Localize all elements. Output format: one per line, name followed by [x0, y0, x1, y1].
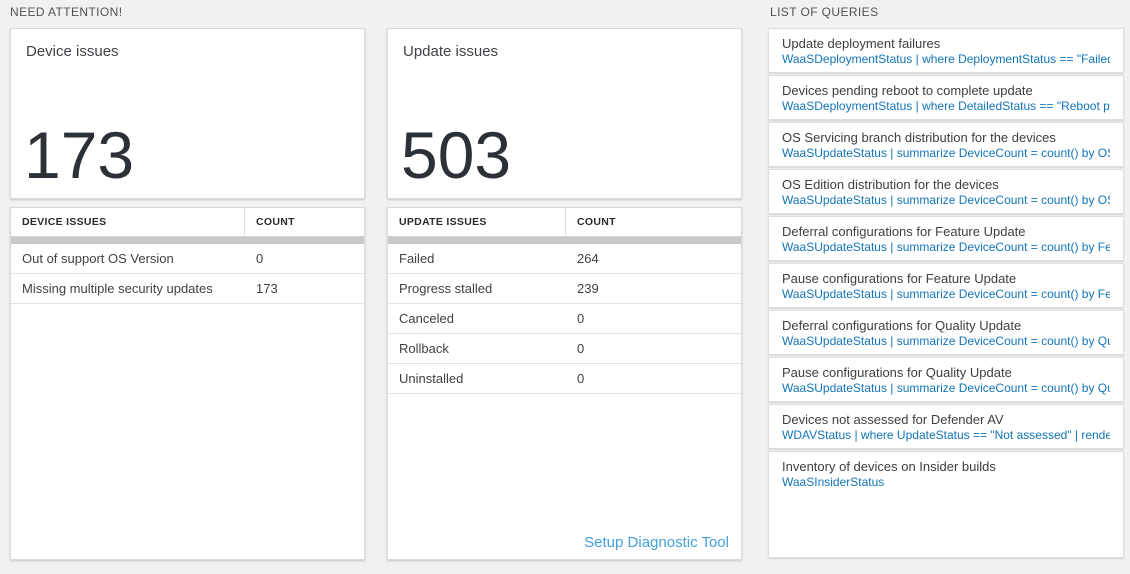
table-row-uninstalled[interactable]: Uninstalled 0 [388, 364, 741, 394]
query-text: WaaSInsiderStatus [782, 475, 885, 489]
query-title: Deferral configurations for Quality Upda… [782, 318, 1022, 333]
issue-count-cell: 264 [577, 251, 599, 266]
query-title: Inventory of devices on Insider builds [782, 459, 996, 474]
issue-label-cell: Rollback [399, 341, 449, 356]
device-issues-table-header: DEVICE ISSUES COUNT [11, 208, 364, 237]
table-row-failed[interactable]: Failed 264 [388, 244, 741, 274]
horizontal-scrollbar[interactable] [11, 237, 364, 244]
query-text: WaaSUpdateStatus | summarize DeviceCount… [782, 334, 1110, 348]
column-header-count: COUNT [256, 216, 295, 228]
query-text: WaaSUpdateStatus | summarize DeviceCount… [782, 240, 1110, 254]
query-item-pause-quality-update[interactable]: Pause configurations for Quality Update … [768, 357, 1124, 402]
update-issues-table-header: UPDATE ISSUES COUNT [388, 208, 741, 237]
query-item-deferral-feature-update[interactable]: Deferral configurations for Feature Upda… [768, 216, 1124, 261]
issue-label-cell: Uninstalled [399, 371, 464, 386]
device-issues-tile-title: Device issues [26, 43, 119, 60]
query-title: Update deployment failures [782, 36, 941, 51]
query-title: Pause configurations for Feature Update [782, 271, 1017, 286]
query-item-deferral-quality-update[interactable]: Deferral configurations for Quality Upda… [768, 310, 1124, 355]
table-row-missing-security-updates[interactable]: Missing multiple security updates 173 [11, 274, 364, 304]
column-header-update-issues: UPDATE ISSUES [388, 208, 566, 236]
query-item-update-deployment-failures[interactable]: Update deployment failures WaaSDeploymen… [768, 28, 1124, 73]
issue-label-cell: Progress stalled [399, 281, 493, 296]
query-item-devices-pending-reboot[interactable]: Devices pending reboot to complete updat… [768, 75, 1124, 120]
query-title: Devices not assessed for Defender AV [782, 412, 1004, 427]
device-issues-count: 173 [24, 118, 135, 192]
issue-count-cell: 0 [577, 341, 585, 356]
table-row-progress-stalled[interactable]: Progress stalled 239 [388, 274, 741, 304]
issue-label-cell: Missing multiple security updates [22, 281, 213, 296]
query-item-os-servicing-branch[interactable]: OS Servicing branch distribution for the… [768, 122, 1124, 167]
column-header-count: COUNT [577, 216, 616, 228]
update-issues-count: 503 [401, 118, 512, 192]
list-of-queries-panel: Update deployment failures WaaSDeploymen… [768, 28, 1124, 560]
query-text: WaaSUpdateStatus | summarize DeviceCount… [782, 193, 1110, 207]
table-row-canceled[interactable]: Canceled 0 [388, 304, 741, 334]
query-text: WaaSDeploymentStatus | where DetailedSta… [782, 99, 1110, 113]
list-of-queries-heading: LIST OF QUERIES [770, 5, 879, 19]
query-title: Deferral configurations for Feature Upda… [782, 224, 1026, 239]
query-item-os-edition-distribution[interactable]: OS Edition distribution for the devices … [768, 169, 1124, 214]
issue-count-cell: 173 [256, 281, 278, 296]
query-item-defender-av-not-assessed[interactable]: Devices not assessed for Defender AV WDA… [768, 404, 1124, 449]
query-text: WDAVStatus | where UpdateStatus == "Not … [782, 428, 1110, 442]
need-attention-heading: NEED ATTENTION! [10, 5, 123, 19]
query-title: OS Edition distribution for the devices [782, 177, 999, 192]
issue-count-cell: 0 [577, 371, 585, 386]
query-text: WaaSUpdateStatus | summarize DeviceCount… [782, 146, 1110, 160]
issue-label-cell: Out of support OS Version [22, 251, 174, 266]
query-title: Devices pending reboot to complete updat… [782, 83, 1033, 98]
device-issues-tile[interactable]: Device issues 173 [10, 28, 365, 199]
query-text: WaaSUpdateStatus | summarize DeviceCount… [782, 287, 1110, 301]
issue-count-cell: 0 [577, 311, 585, 326]
issue-label-cell: Canceled [399, 311, 454, 326]
setup-diagnostic-tool-link[interactable]: Setup Diagnostic Tool [584, 534, 729, 551]
query-item-insider-builds-inventory[interactable]: Inventory of devices on Insider builds W… [768, 451, 1124, 558]
query-text: WaaSDeploymentStatus | where DeploymentS… [782, 52, 1110, 66]
table-row-out-of-support[interactable]: Out of support OS Version 0 [11, 244, 364, 274]
issue-count-cell: 239 [577, 281, 599, 296]
column-header-device-issues: DEVICE ISSUES [11, 208, 245, 236]
update-issues-table: UPDATE ISSUES COUNT Failed 264 Progress … [387, 207, 742, 560]
table-row-rollback[interactable]: Rollback 0 [388, 334, 741, 364]
issue-label-cell: Failed [399, 251, 435, 266]
query-text: WaaSUpdateStatus | summarize DeviceCount… [782, 381, 1110, 395]
device-issues-table: DEVICE ISSUES COUNT Out of support OS Ve… [10, 207, 365, 560]
query-title: OS Servicing branch distribution for the… [782, 130, 1056, 145]
update-issues-tile[interactable]: Update issues 503 [387, 28, 742, 199]
update-issues-tile-title: Update issues [403, 43, 499, 60]
horizontal-scrollbar[interactable] [388, 237, 741, 244]
issue-count-cell: 0 [256, 251, 264, 266]
query-item-pause-feature-update[interactable]: Pause configurations for Feature Update … [768, 263, 1124, 308]
query-title: Pause configurations for Quality Update [782, 365, 1012, 380]
